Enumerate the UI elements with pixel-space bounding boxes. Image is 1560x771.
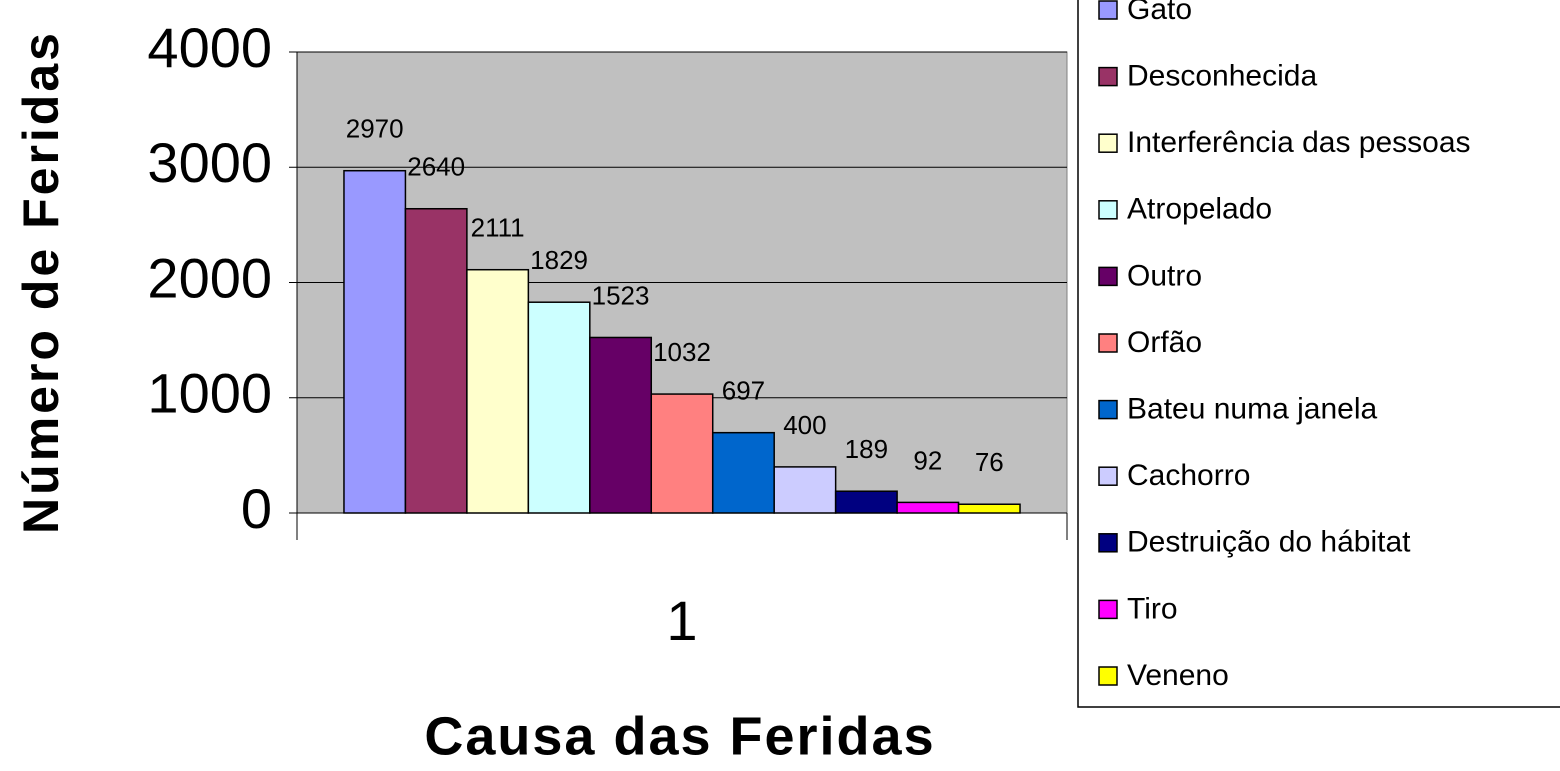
y-tick-label: 1000: [147, 362, 272, 425]
legend-swatch: [1098, 466, 1118, 486]
legend-label: Bateu numa janela: [1127, 393, 1377, 426]
data-label: 2970: [346, 114, 404, 144]
data-label: 1523: [592, 280, 650, 310]
legend-label: Destruição do hábitat: [1127, 526, 1411, 559]
legend-label: Tiro: [1127, 592, 1178, 625]
legend-swatch: [1098, 533, 1118, 553]
x-tick-label: 1: [666, 589, 697, 652]
legend-label: Interferência das pessoas: [1127, 126, 1471, 159]
legend-swatch: [1098, 399, 1118, 420]
data-label: 189: [845, 434, 888, 464]
legend-box: [1077, 0, 1560, 708]
bar: [466, 268, 530, 514]
bar: [589, 336, 653, 514]
legend-swatch: [1098, 0, 1118, 20]
bar: [711, 431, 775, 514]
legend-label: Gato: [1127, 0, 1192, 26]
legend-swatch: [1098, 599, 1118, 620]
legend-swatch: [1098, 333, 1118, 353]
bar: [343, 169, 407, 514]
bar: [957, 503, 1021, 514]
y-tick-label: 2000: [147, 246, 272, 309]
data-label: 76: [975, 447, 1004, 477]
data-label: 2640: [407, 152, 465, 182]
legend-label: Cachorro: [1127, 459, 1250, 492]
bar: [404, 207, 468, 514]
legend-swatch: [1098, 200, 1118, 220]
bar: [650, 393, 714, 514]
legend-label: Orfão: [1127, 326, 1202, 359]
data-label: 2111: [471, 213, 525, 243]
data-label: 1032: [653, 337, 711, 367]
legend-swatch: [1098, 133, 1118, 153]
legend-swatch: [1098, 266, 1118, 287]
data-label: 400: [783, 410, 826, 440]
bar: [527, 301, 591, 514]
y-axis-label: Número de Feridas: [13, 30, 69, 534]
legend-label: Veneno: [1127, 659, 1229, 692]
y-tick-label: 0: [241, 477, 272, 540]
legend-swatch: [1098, 666, 1118, 686]
legend-label: Atropelado: [1127, 193, 1272, 226]
data-label: 92: [913, 445, 942, 475]
data-label: 697: [722, 376, 765, 406]
y-tick-label: 3000: [147, 131, 272, 194]
legend-swatch: [1098, 66, 1118, 87]
x-axis-label: Causa das Feridas: [424, 706, 935, 766]
legend-label: Desconhecida: [1127, 60, 1317, 93]
bar: [834, 490, 898, 514]
legend-label: Outro: [1127, 259, 1202, 292]
bar: [896, 501, 960, 514]
bar: [773, 466, 837, 514]
y-tick-label: 4000: [147, 16, 272, 79]
data-label: 1829: [530, 245, 588, 275]
